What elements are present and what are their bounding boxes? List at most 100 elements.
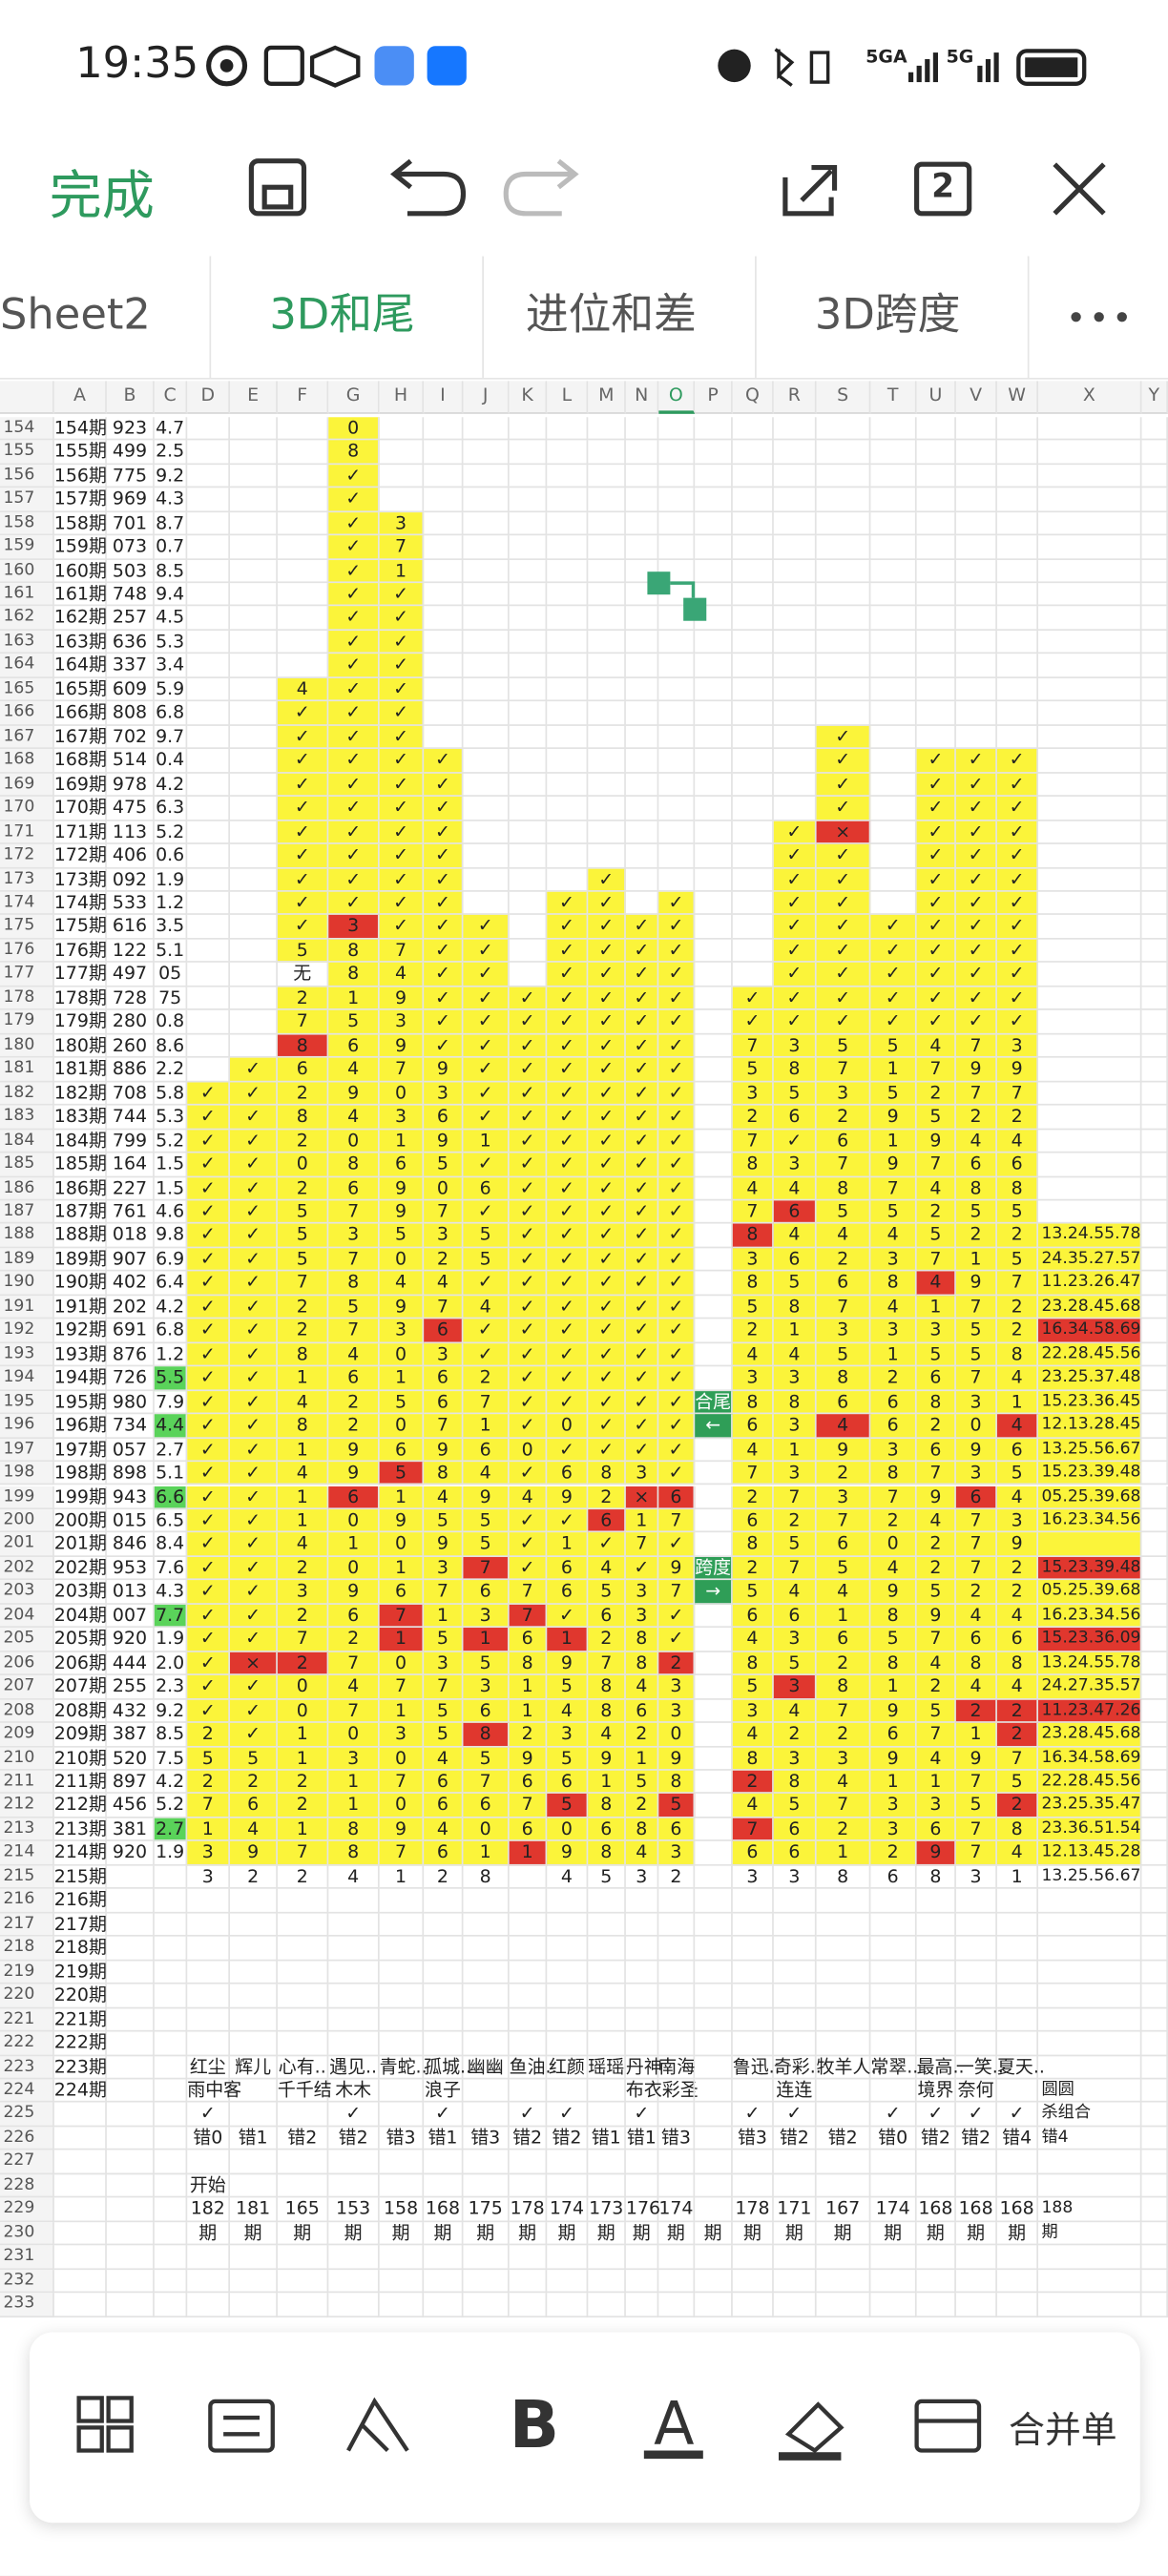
cell [658,1984,696,2008]
sheet-tab[interactable]: 3D和尾 [269,290,415,341]
cell [625,583,659,608]
cell [379,2150,425,2174]
cell [695,2007,733,2032]
cell: 6 [773,1105,817,1130]
cell [816,2103,871,2128]
cell: ✓ [588,1438,626,1463]
cell [187,1889,231,1914]
cell [277,2293,329,2317]
cell [695,511,733,536]
cell [870,2079,917,2104]
cell: 7 [277,1841,329,1866]
cell: 1 [187,1818,231,1842]
floating-icon[interactable] [647,571,713,628]
cell [658,654,696,678]
cell [588,488,626,512]
cell [230,821,278,844]
cell: 191期 [53,1295,107,1319]
cell: 257 [106,607,155,631]
cell: ✓ [547,939,589,964]
tab-dividers [209,256,1127,378]
cell [996,488,1039,512]
cell: 3 [773,1746,817,1771]
cell [230,2007,278,2032]
cell: ✓ [625,1556,659,1581]
cell: 4 [732,1723,774,1747]
cell [695,1248,733,1273]
cell [816,1913,871,1938]
cell [154,2221,188,2246]
cell [230,464,278,488]
cell [154,2127,188,2151]
cell [509,511,548,536]
cell: 387 [106,1723,155,1747]
cell [277,440,329,465]
cell: 154期 [53,416,107,441]
cell: 3 [773,1628,817,1652]
cell: ✓ [916,749,956,774]
cell: 6 [463,1794,510,1818]
cell [996,701,1039,726]
cell: 444 [106,1652,155,1676]
cell [463,1889,510,1914]
cell [187,2007,231,2032]
cell: ✓ [658,1390,696,1415]
cell: 3 [424,1342,464,1367]
sheet-tab[interactable]: Sheet2 [0,290,151,341]
cell [1038,559,1142,584]
sheet-tab[interactable]: 3D跨度 [814,290,961,341]
cell [424,725,464,750]
cell: 2 [996,1295,1039,1319]
cell [625,2031,659,2056]
cell: 2 [277,1865,329,1890]
cell: 13.25.56.67 [1038,1865,1142,1890]
cell [916,1960,956,1984]
cell: 179期 [53,1010,107,1035]
cell: 6 [547,1556,589,1581]
cell: 期 [695,2221,733,2246]
cell: 11.23.47.26 [1038,1699,1142,1724]
cell [1141,1153,1168,1177]
cell: 7 [277,1628,329,1652]
done-button[interactable]: 完成 [49,164,155,227]
cell: ✓ [625,1176,659,1201]
cell: 9 [379,1034,425,1059]
row-number: 222 [0,2031,54,2056]
cell [773,583,817,608]
cell: 5 [955,1794,997,1818]
cell: 境界 [916,2079,956,2104]
cell: 8 [277,1414,329,1439]
cell [1038,1153,1142,1177]
cell: 155期 [53,440,107,465]
cell: 24.35.27.57 [1038,1248,1142,1273]
cell [816,2173,871,2198]
cell: 2 [870,1366,917,1391]
cell [1141,987,1168,1011]
cell [695,797,733,821]
sheet-tab[interactable]: 进位和差 [525,290,697,341]
cell: ✓ [658,1129,696,1153]
cell: 3 [773,1865,817,1890]
merge-button[interactable]: 合并单 [1009,2411,1117,2453]
cell: 980 [106,1390,155,1415]
cell: ✓ [328,773,380,798]
cell: 223期 [53,2055,107,2080]
cell [773,654,817,678]
cell: ✓ [870,1010,917,1035]
row-number: 210 [0,1746,54,1771]
column-header: E [230,381,278,414]
row-number: 223 [0,2055,54,2080]
cell [547,867,589,892]
cell: 1 [955,1723,997,1747]
cell: 5 [870,1628,917,1652]
cell: 3 [379,1723,425,1747]
cell: 4 [916,1176,956,1201]
cell: 8 [732,1272,774,1296]
cell: ✓ [625,1366,659,1391]
cell: 158 [379,2197,425,2222]
window-count[interactable]: 2 [931,165,955,206]
cell [463,535,510,560]
cell: 018 [106,1224,155,1249]
cell: 5 [187,1746,231,1771]
cell: 4 [277,677,329,702]
